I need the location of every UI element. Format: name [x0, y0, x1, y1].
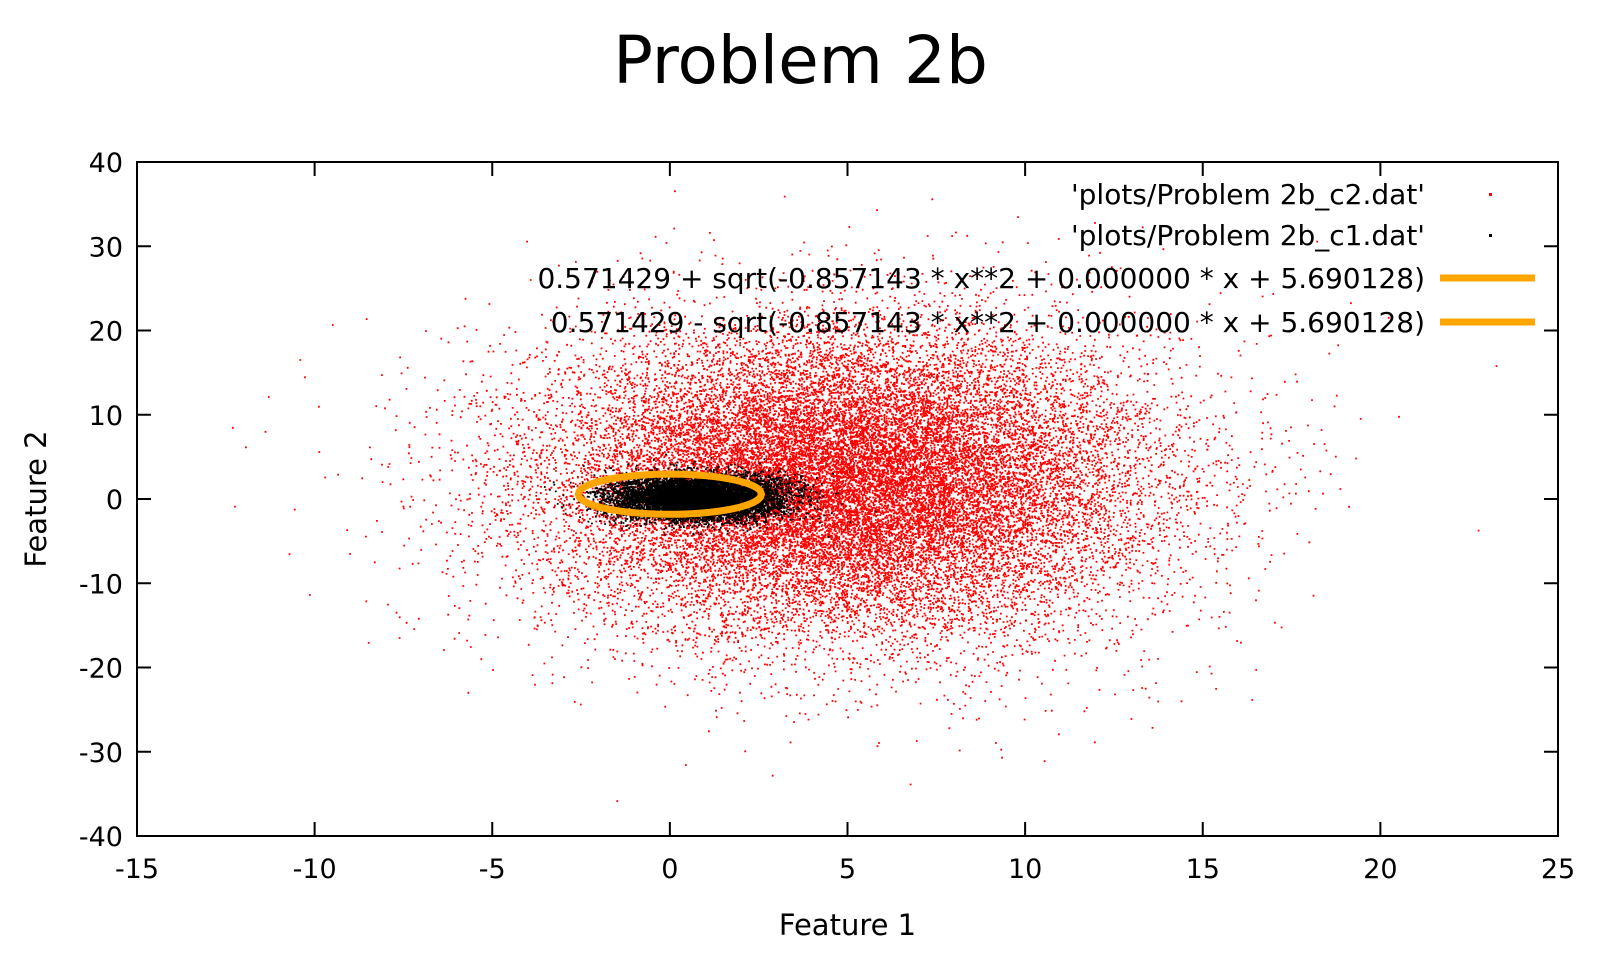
legend-point-sample	[1489, 193, 1492, 196]
y-tick-label: -20	[79, 654, 123, 685]
x-axis-label: Feature 1	[779, 908, 916, 942]
x-tick-label: 20	[1363, 854, 1397, 885]
x-tick-label: 10	[1008, 854, 1042, 885]
x-tick-label: 25	[1541, 854, 1575, 885]
x-tick-label: 15	[1186, 854, 1220, 885]
ticks-layer: -15 -10 -5 0 5 10 15 20 25 -40 -30 -20 -10 0 10 20 30 40	[79, 148, 1575, 885]
curves-layer	[574, 470, 765, 518]
function-curve-2	[574, 490, 765, 518]
x-tick-label: -5	[479, 854, 506, 885]
chart-title: Problem 2b	[613, 22, 988, 99]
y-tick-label: 30	[89, 232, 123, 263]
x-tick-label: -15	[115, 854, 159, 885]
legend-label: 'plots/Problem 2b_c2.dat'	[1071, 178, 1425, 211]
series-points-1	[231, 190, 1498, 802]
x-tick-label: 0	[661, 854, 678, 885]
x-tick-label: -10	[293, 854, 337, 885]
y-tick-label: -10	[79, 569, 123, 600]
y-tick-label: 20	[89, 317, 123, 348]
y-tick-label: -30	[79, 738, 123, 769]
y-tick-label: 40	[89, 148, 123, 179]
legend-point-sample	[1489, 234, 1492, 237]
y-tick-label: 0	[106, 485, 123, 516]
y-tick-label: 10	[89, 401, 123, 432]
y-tick-label: -40	[79, 822, 123, 853]
y-axis-label: Feature 2	[19, 430, 53, 567]
function-curve-1	[574, 470, 765, 498]
legend: 'plots/Problem 2b_c2.dat' 'plots/Problem …	[537, 178, 1535, 339]
legend-label: 0.571429 + sqrt(-0.857143 * x**2 + 0.000…	[537, 262, 1425, 295]
legend-label: 'plots/Problem 2b_c1.dat'	[1071, 219, 1425, 252]
scatter-points	[231, 190, 1498, 802]
x-tick-label: 5	[839, 854, 856, 885]
legend-label: 0.571429 - sqrt(-0.857143 * x**2 + 0.000…	[551, 306, 1425, 339]
